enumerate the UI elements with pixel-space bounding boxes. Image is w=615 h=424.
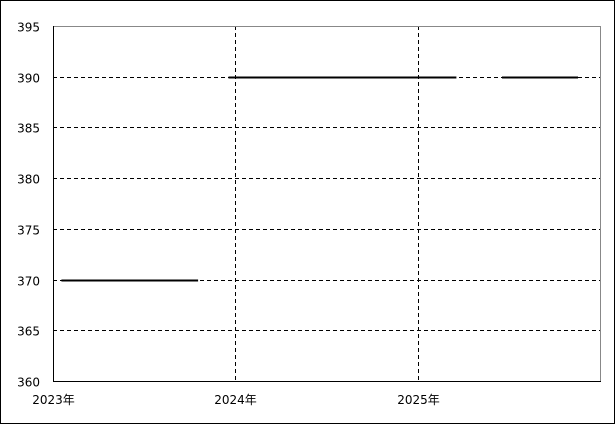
y-tick-label: 360 <box>17 376 40 390</box>
axes <box>53 26 601 382</box>
series-lines <box>61 76 578 282</box>
tick-labels: 360 365 370 375 380 385 390 395 2023年 2024年 2025年 <box>17 21 440 408</box>
y-tick-label: 380 <box>17 173 40 187</box>
gridlines <box>53 26 600 381</box>
y-tick-label: 385 <box>17 122 40 136</box>
y-tick-label: 395 <box>17 21 40 35</box>
x-tick-label: 2024年 <box>214 393 257 407</box>
y-tick-label: 390 <box>17 72 40 86</box>
y-tick-label: 375 <box>17 224 40 238</box>
x-tick-label: 2025年 <box>397 393 440 407</box>
x-tick-label: 2023年 <box>32 393 75 407</box>
y-tick-label: 365 <box>17 325 40 339</box>
y-tick-label: 370 <box>17 275 40 289</box>
